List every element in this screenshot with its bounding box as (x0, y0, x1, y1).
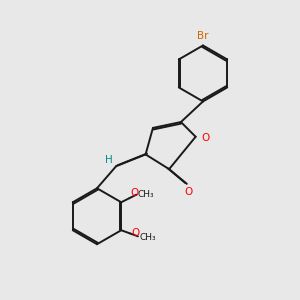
Text: Br: Br (197, 31, 209, 41)
Text: O: O (201, 133, 209, 143)
Text: O: O (131, 229, 140, 238)
Text: O: O (130, 188, 139, 198)
Text: H: H (105, 155, 113, 165)
Text: O: O (184, 188, 192, 197)
Text: CH₃: CH₃ (138, 190, 154, 199)
Text: CH₃: CH₃ (139, 233, 156, 242)
